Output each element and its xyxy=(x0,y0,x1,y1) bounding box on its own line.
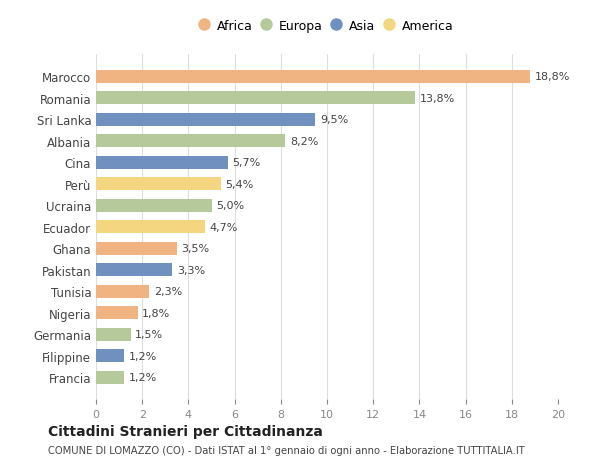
Text: 1,5%: 1,5% xyxy=(135,330,163,339)
Bar xyxy=(96,371,124,384)
Text: 3,5%: 3,5% xyxy=(181,244,209,254)
Text: 5,4%: 5,4% xyxy=(226,179,254,189)
Bar xyxy=(96,328,131,341)
Bar xyxy=(96,307,137,319)
Bar xyxy=(96,92,415,105)
Bar xyxy=(96,71,530,84)
Bar xyxy=(96,178,221,191)
Bar xyxy=(96,349,124,362)
Text: 4,7%: 4,7% xyxy=(209,222,238,232)
Bar xyxy=(96,263,172,276)
Text: 5,0%: 5,0% xyxy=(216,201,244,211)
Text: Cittadini Stranieri per Cittadinanza: Cittadini Stranieri per Cittadinanza xyxy=(48,425,323,438)
Text: 1,2%: 1,2% xyxy=(128,351,157,361)
Bar xyxy=(96,157,227,169)
Text: 8,2%: 8,2% xyxy=(290,136,319,146)
Text: 5,7%: 5,7% xyxy=(232,158,260,168)
Legend: Africa, Europa, Asia, America: Africa, Europa, Asia, America xyxy=(197,17,457,37)
Bar xyxy=(96,199,212,212)
Text: 1,2%: 1,2% xyxy=(128,372,157,382)
Bar xyxy=(96,242,177,255)
Bar xyxy=(96,221,205,234)
Text: 9,5%: 9,5% xyxy=(320,115,349,125)
Bar xyxy=(96,113,316,127)
Text: 3,3%: 3,3% xyxy=(177,265,205,275)
Text: 13,8%: 13,8% xyxy=(419,94,455,104)
Bar xyxy=(96,285,149,298)
Bar xyxy=(96,135,286,148)
Text: COMUNE DI LOMAZZO (CO) - Dati ISTAT al 1° gennaio di ogni anno - Elaborazione TU: COMUNE DI LOMAZZO (CO) - Dati ISTAT al 1… xyxy=(48,445,525,455)
Text: 1,8%: 1,8% xyxy=(142,308,170,318)
Text: 2,3%: 2,3% xyxy=(154,286,182,297)
Text: 18,8%: 18,8% xyxy=(535,72,570,82)
